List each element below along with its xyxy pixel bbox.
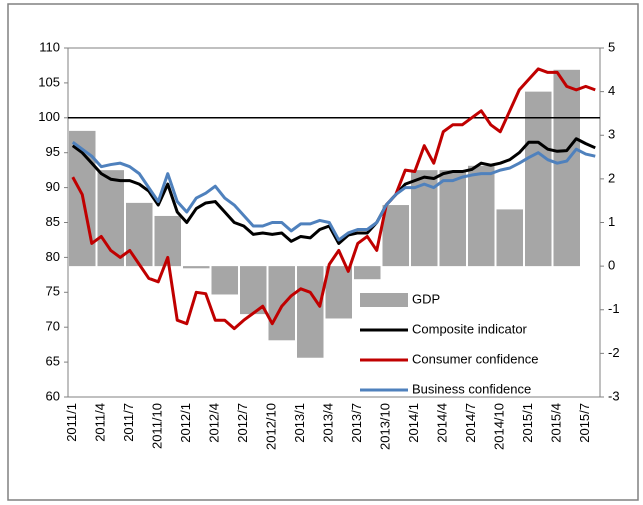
x-tick-label: 2011/7 <box>121 403 136 442</box>
y2-tick-label: 2 <box>608 170 615 185</box>
x-tick-label: 2014/10 <box>492 403 507 450</box>
bar <box>496 209 523 267</box>
x-tick-label: 2015/4 <box>549 403 564 443</box>
x-tick-label: 2014/7 <box>463 403 478 443</box>
bar <box>354 266 381 280</box>
y-tick-label: 100 <box>38 109 60 124</box>
x-tick-label: 2012/4 <box>207 403 222 443</box>
y-tick-label: 80 <box>46 249 60 264</box>
legend-label: Composite indicator <box>412 321 528 336</box>
y2-tick-label: -3 <box>608 388 620 403</box>
bar <box>126 202 153 267</box>
bar <box>211 266 238 295</box>
x-tick-label: 2013/10 <box>378 403 393 450</box>
y-tick-label: 85 <box>46 214 60 229</box>
x-tick-label: 2013/1 <box>292 403 307 443</box>
x-tick-label: 2012/7 <box>235 403 250 443</box>
x-tick-label: 2015/1 <box>520 403 535 443</box>
x-tick-label: 2013/4 <box>321 403 336 443</box>
x-tick-label: 2011/10 <box>150 403 165 449</box>
y2-tick-label: 3 <box>608 127 615 142</box>
x-tick-label: 2014/1 <box>406 403 421 443</box>
y-tick-label: 105 <box>38 74 60 89</box>
bar <box>183 266 210 269</box>
line <box>71 141 596 242</box>
bar <box>553 69 580 267</box>
y2-tick-label: 4 <box>608 83 615 98</box>
x-tick-label: 2015/7 <box>577 403 592 443</box>
y2-tick-label: 5 <box>608 39 615 54</box>
x-tick-label: 2012/1 <box>178 403 193 443</box>
y2-tick-label: 0 <box>608 258 615 273</box>
x-tick-label: 2011/4 <box>93 403 108 442</box>
bar <box>468 165 495 267</box>
y-tick-label: 75 <box>46 284 60 299</box>
legend-label: GDP <box>412 291 440 306</box>
y2-tick-label: 1 <box>608 214 615 229</box>
y2-tick-label: -2 <box>608 345 620 360</box>
y-tick-label: 110 <box>39 39 60 54</box>
legend-swatch <box>360 293 408 307</box>
legend-label: Consumer confidence <box>412 351 538 366</box>
legend-label: Business confidence <box>412 381 531 396</box>
bar <box>297 266 324 358</box>
bar <box>525 91 552 267</box>
bar <box>325 266 352 319</box>
x-tick-label: 2013/7 <box>349 403 364 443</box>
y-tick-label: 65 <box>46 354 60 369</box>
bar <box>382 205 409 267</box>
y-tick-label: 70 <box>46 319 60 334</box>
y-tick-label: 95 <box>46 144 60 159</box>
line <box>71 67 596 331</box>
y-tick-label: 60 <box>46 388 60 403</box>
x-tick-label: 2011/1 <box>64 403 79 442</box>
chart-frame <box>7 3 639 501</box>
x-tick-label: 2012/10 <box>264 403 279 450</box>
x-tick-label: 2014/4 <box>435 403 450 443</box>
y-tick-label: 90 <box>46 179 60 194</box>
bar <box>439 170 466 267</box>
bar <box>268 266 295 341</box>
y2-tick-label: -1 <box>608 301 620 316</box>
